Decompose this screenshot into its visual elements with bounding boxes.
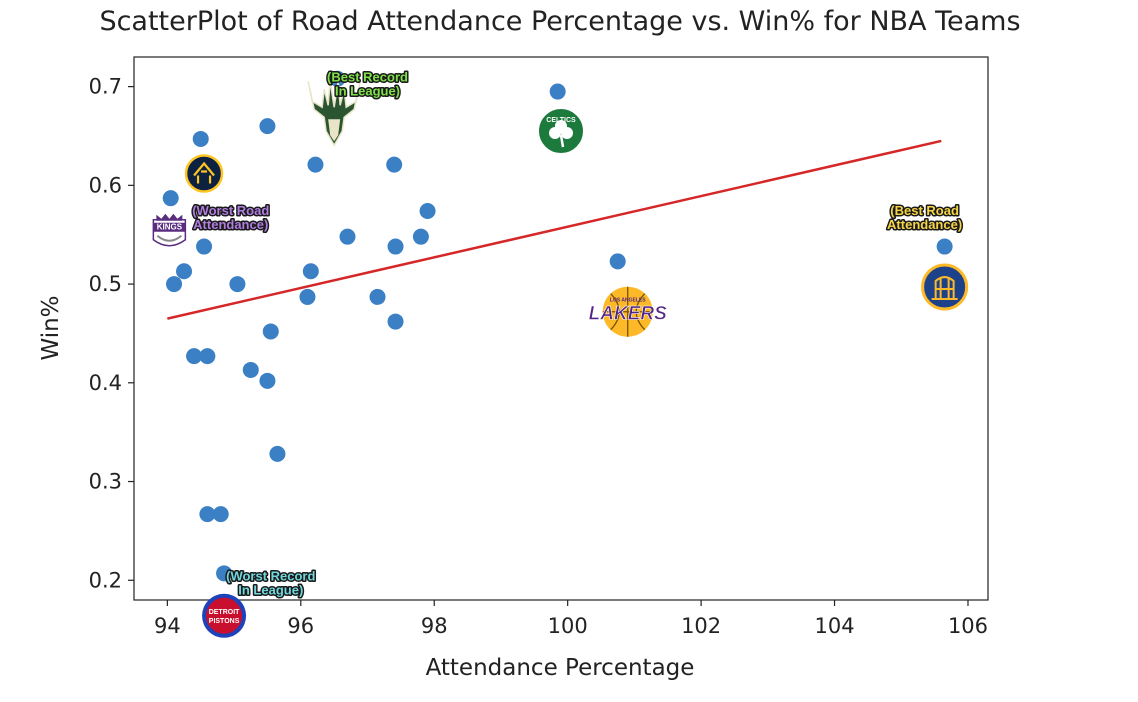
data-point [259,372,276,389]
data-point [262,323,279,340]
pistons-inner [206,597,243,634]
y-tick-label: 0.7 [89,75,122,99]
y-axis: 0.2 0.3 0.4 0.5 0.6 0.7 [89,75,134,592]
data-point [199,348,216,365]
data-point [242,361,259,378]
crown-icon [156,213,183,221]
data-point [229,276,246,293]
data-point [387,313,404,330]
annotation-label: (Worst Road [192,203,269,218]
data-point [299,288,316,305]
data-point [339,228,356,245]
plot-frame [133,56,989,601]
annotation-label: In League) [335,84,400,99]
annotation-label: (Worst Record [226,569,315,584]
annotation-label: (Best Record [327,70,408,85]
y-tick-label: 0.6 [89,173,122,197]
x-tick-label: 106 [948,614,988,638]
y-tick-label: 0.4 [89,371,122,395]
y-axis-label: Win% [38,295,64,360]
trendline [167,139,942,320]
trendline-layer [167,139,942,320]
nuggets-logo [184,154,224,193]
bucks-face [328,119,341,142]
data-point [259,118,276,135]
x-tick-label: 94 [154,614,181,638]
y-tick-label: 0.2 [89,568,122,592]
data-point [176,263,193,280]
warriors-logo [921,263,969,311]
shamrock-leaf [555,120,567,133]
points-layer [162,70,953,582]
annotation-label: (Best Road [890,203,959,218]
kings-band [153,222,186,232]
y-tick-label: 0.3 [89,470,122,494]
data-point [369,288,386,305]
x-tick-label: 102 [681,614,721,638]
annotation-label: In League) [238,583,303,598]
x-tick-label: 104 [815,614,855,638]
bucks-logo [307,81,361,147]
data-point [549,83,566,100]
lakers-subtitle: LOS ANGELES [610,298,646,304]
data-point [212,506,229,523]
warriors-circle [921,263,969,311]
bucks-antlers [307,81,361,147]
lakers-ball-lines [602,286,653,337]
data-point [192,130,209,147]
shamrock-stem [559,134,565,148]
data-point [412,228,429,245]
x-axis: 94 96 98 100 102 104 106 [154,600,988,638]
data-point [186,348,203,365]
data-point [196,238,213,255]
data-point [387,238,404,255]
data-point [329,70,346,87]
annotation-label: Attendance) [193,217,268,232]
data-point [199,506,216,523]
x-axis-label: Attendance Percentage [426,655,695,681]
kings-logo: KINGS [152,213,187,247]
chart-title: ScatterPlot of Road Attendance Percentag… [99,6,1020,37]
celtics-logo: CELTICS [537,107,585,156]
x-tick-label: 100 [548,614,588,638]
kings-wordmark: KINGS [157,223,183,232]
nuggets-circle [184,154,224,193]
data-point [307,156,324,173]
bridge-icon [931,276,958,301]
data-point [386,156,403,173]
pistons-logo: DETROIT PISTONS [202,593,247,638]
data-point [216,565,233,582]
x-tick-label: 98 [421,614,448,638]
data-point [269,445,286,462]
annotation-label: Attendance) [887,217,962,232]
y-tick-label: 0.5 [89,272,122,296]
pistons-wordmark: PISTONS [209,618,240,625]
pickaxe-icon [193,161,215,184]
data-point [166,276,183,293]
data-point [162,190,179,207]
data-point [302,263,319,280]
kings-ball-line [156,234,183,242]
data-point [609,253,626,270]
data-point [936,238,953,255]
lakers-wordmark: LAKERS [589,304,667,325]
data-point [419,203,436,220]
pistons-wordmark: DETROIT [209,609,240,616]
x-tick-label: 96 [287,614,314,638]
